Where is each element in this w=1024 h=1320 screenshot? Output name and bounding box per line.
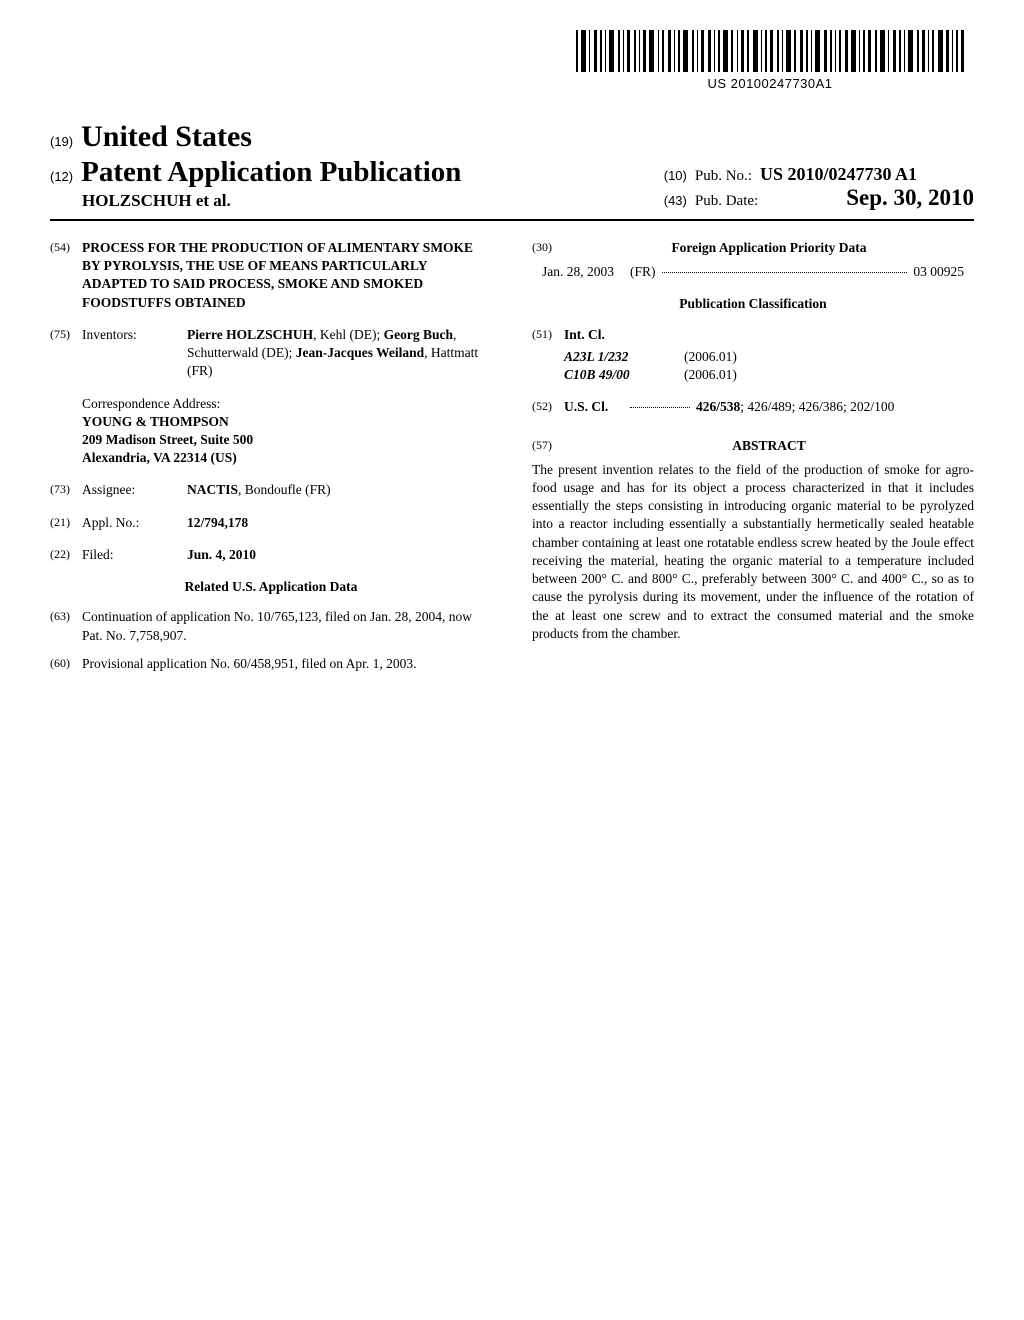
related-item-63: (63) Continuation of application No. 10/… [50,608,492,644]
abstract-text: The present invention relates to the fie… [532,461,974,643]
field-number-57: (57) [532,437,564,453]
document-header: (19) United States (12) Patent Applicati… [50,120,974,211]
field-number-60: (60) [50,655,82,673]
pub-date-label: Pub. Date: [695,193,758,210]
correspondence-city: Alexandria, VA 22314 (US) [82,449,492,467]
appl-no-value: 12/794,178 [187,514,492,532]
barcode-region: US 20100247730A1 [576,30,964,91]
field-number-75: (75) [50,326,82,342]
assignee-value: NACTIS, Bondoufle (FR) [187,481,492,499]
field-number-54: (54) [50,239,82,255]
field-number-52: (52) [532,398,564,414]
us-cl-values: 426/538; 426/489; 426/386; 202/100 [696,398,894,416]
assignee-name: NACTIS [187,482,238,497]
us-cl-label: U.S. Cl. [564,398,624,416]
publication-type: Patent Application Publication [81,156,461,189]
priority-country: (FR) [630,263,656,281]
appl-no-label: Appl. No.: [82,514,187,532]
foreign-priority-field: (30) Foreign Application Priority Data [532,239,974,257]
field-number-30: (30) [532,239,564,255]
classification-heading: Publication Classification [532,295,974,313]
priority-data-row: Jan. 28, 2003 (FR) 03 00925 [532,263,974,281]
field-number-73: (73) [50,481,82,497]
int-cl-row: A23L 1/232 (2006.01) [564,348,974,366]
leader-dots [662,263,908,273]
authors-header: HOLZSCHUH et al. [82,191,461,211]
invention-title: PROCESS FOR THE PRODUCTION OF ALIMENTARY… [82,239,492,312]
field-number-21: (21) [50,514,82,530]
correspondence-label: Correspondence Address: [82,395,492,413]
filed-value: Jun. 4, 2010 [187,546,492,564]
assignee-location: , Bondoufle (FR) [238,482,331,497]
barcode-graphic [576,30,964,72]
foreign-priority-heading: Foreign Application Priority Data [564,239,974,257]
filed-label: Filed: [82,546,187,564]
related-63-text: Continuation of application No. 10/765,1… [82,608,492,644]
right-column: (30) Foreign Application Priority Data J… [532,239,974,683]
country-name: United States [81,120,252,154]
int-cl-code: C10B 49/00 [564,366,684,384]
us-cl-primary: 426/538 [696,399,740,414]
assignee-label: Assignee: [82,481,187,499]
field-number-22: (22) [50,546,82,562]
barcode-publication-number: US 20100247730A1 [576,76,964,91]
us-cl-field: (52) U.S. Cl. 426/538; 426/489; 426/386;… [532,398,974,416]
inventor-name: Jean-Jacques Weiland [296,345,424,360]
pub-no-value: US 2010/0247730 A1 [760,164,917,185]
abstract-heading-row: (57) ABSTRACT [532,437,974,455]
field-number-51: (51) [532,326,564,342]
field-number-10: (10) [664,168,687,183]
us-cl-rest: ; 426/489; 426/386; 202/100 [740,399,894,414]
pub-no-label: Pub. No.: [695,168,752,185]
inventors-field: (75) Inventors: Pierre HOLZSCHUH, Kehl (… [50,326,492,381]
related-data-heading: Related U.S. Application Data [50,578,492,596]
filed-field: (22) Filed: Jun. 4, 2010 [50,546,492,564]
field-number-63: (63) [50,608,82,644]
int-cl-code: A23L 1/232 [564,348,684,366]
pub-date-value: Sep. 30, 2010 [846,185,974,211]
correspondence-street: 209 Madison Street, Suite 500 [82,431,492,449]
appl-no-field: (21) Appl. No.: 12/794,178 [50,514,492,532]
priority-number: 03 00925 [913,263,964,281]
inventor-name: Georg Buch [384,327,453,342]
assignee-field: (73) Assignee: NACTIS, Bondoufle (FR) [50,481,492,499]
field-number-43: (43) [664,193,687,208]
inventor-location: , Kehl (DE); [313,327,380,342]
inventors-list: Pierre HOLZSCHUH, Kehl (DE); Georg Buch,… [187,326,492,381]
field-number-19: (19) [50,134,73,149]
leader-dots [630,398,690,408]
priority-date: Jan. 28, 2003 [542,263,614,281]
related-60-text: Provisional application No. 60/458,951, … [82,655,492,673]
header-divider [50,219,974,221]
correspondence-name: YOUNG & THOMPSON [82,413,492,431]
inventor-name: Pierre HOLZSCHUH [187,327,313,342]
int-cl-date: (2006.01) [684,366,737,384]
abstract-label: ABSTRACT [564,437,974,455]
left-column: (54) PROCESS FOR THE PRODUCTION OF ALIME… [50,239,492,683]
field-number-12: (12) [50,169,73,184]
related-item-60: (60) Provisional application No. 60/458,… [50,655,492,673]
correspondence-address: Correspondence Address: YOUNG & THOMPSON… [82,395,492,468]
inventors-label: Inventors: [82,326,187,344]
int-cl-field: (51) Int. Cl. [532,326,974,344]
int-cl-row: C10B 49/00 (2006.01) [564,366,974,384]
title-field: (54) PROCESS FOR THE PRODUCTION OF ALIME… [50,239,492,312]
int-cl-date: (2006.01) [684,348,737,366]
int-cl-label: Int. Cl. [564,326,605,344]
document-body: (54) PROCESS FOR THE PRODUCTION OF ALIME… [50,239,974,683]
